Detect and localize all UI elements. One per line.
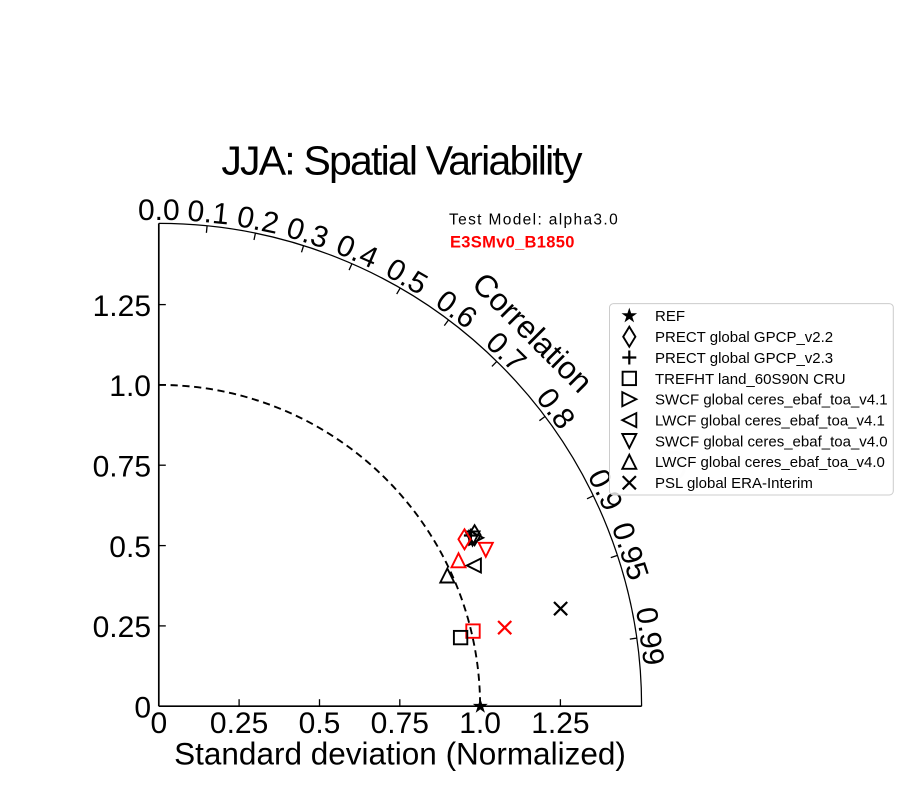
svg-text:0.1: 0.1 (186, 194, 231, 231)
svg-text:PRECT global GPCP_v2.2: PRECT global GPCP_v2.2 (655, 329, 833, 346)
svg-text:TREFHT land_60S90N CRU: TREFHT land_60S90N CRU (655, 371, 846, 388)
svg-text:1.25: 1.25 (531, 707, 589, 740)
svg-text:Test Model: alpha3.0: Test Model: alpha3.0 (449, 211, 619, 228)
svg-text:JJA: Spatial Variability: JJA: Spatial Variability (221, 137, 583, 183)
svg-text:PSL global ERA-Interim: PSL global ERA-Interim (655, 475, 813, 492)
svg-text:0.5: 0.5 (299, 707, 341, 740)
svg-text:SWCF global ceres_ebaf_toa_v4.: SWCF global ceres_ebaf_toa_v4.1 (655, 392, 888, 409)
svg-text:LWCF global ceres_ebaf_toa_v4.: LWCF global ceres_ebaf_toa_v4.1 (655, 413, 885, 430)
svg-text:0.75: 0.75 (93, 450, 151, 483)
svg-text:0: 0 (134, 691, 151, 724)
svg-text:0.99: 0.99 (629, 605, 670, 667)
svg-text:0.2: 0.2 (234, 200, 281, 241)
svg-text:0.25: 0.25 (210, 707, 268, 740)
svg-text:1.0: 1.0 (459, 707, 501, 740)
svg-text:Standard deviation (Normalized: Standard deviation (Normalized) (174, 735, 626, 771)
svg-text:LWCF global ceres_ebaf_toa_v4.: LWCF global ceres_ebaf_toa_v4.0 (655, 454, 885, 471)
svg-text:0: 0 (150, 707, 167, 740)
svg-text:0.0: 0.0 (138, 194, 180, 227)
svg-text:1.25: 1.25 (93, 290, 151, 323)
svg-text:0.75: 0.75 (371, 707, 429, 740)
svg-text:PRECT global GPCP_v2.3: PRECT global GPCP_v2.3 (655, 350, 833, 367)
svg-text:REF: REF (655, 308, 685, 325)
svg-text:0.5: 0.5 (109, 531, 151, 564)
svg-text:0.25: 0.25 (93, 611, 151, 644)
svg-text:SWCF global ceres_ebaf_toa_v4.: SWCF global ceres_ebaf_toa_v4.0 (655, 433, 888, 450)
svg-text:1.0: 1.0 (109, 370, 151, 403)
svg-text:E3SMv0_B1850: E3SMv0_B1850 (450, 233, 575, 251)
